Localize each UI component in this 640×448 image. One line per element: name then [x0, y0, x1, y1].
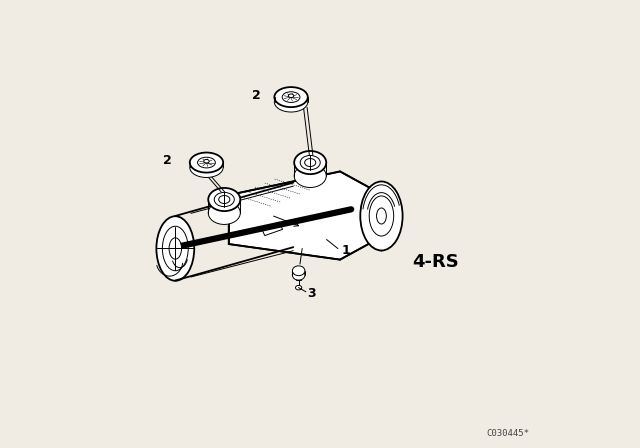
- Ellipse shape: [208, 188, 240, 211]
- Text: 2: 2: [252, 89, 261, 102]
- Text: 4-RS: 4-RS: [412, 253, 459, 271]
- Text: 2: 2: [163, 154, 172, 167]
- Ellipse shape: [156, 216, 194, 281]
- Ellipse shape: [294, 164, 326, 188]
- Ellipse shape: [163, 226, 188, 271]
- Ellipse shape: [208, 201, 240, 224]
- Ellipse shape: [169, 238, 182, 259]
- Ellipse shape: [376, 208, 387, 224]
- Ellipse shape: [204, 159, 209, 163]
- Text: 1: 1: [341, 244, 350, 257]
- Ellipse shape: [198, 157, 216, 168]
- Ellipse shape: [292, 266, 305, 276]
- Ellipse shape: [219, 195, 230, 203]
- Ellipse shape: [305, 159, 316, 167]
- Ellipse shape: [275, 92, 308, 112]
- Ellipse shape: [190, 157, 223, 177]
- Ellipse shape: [275, 87, 308, 107]
- Ellipse shape: [289, 94, 294, 98]
- Ellipse shape: [282, 92, 300, 103]
- Text: 3: 3: [308, 287, 316, 300]
- Ellipse shape: [294, 151, 326, 174]
- Ellipse shape: [292, 270, 305, 280]
- Ellipse shape: [360, 181, 403, 250]
- Text: C030445*: C030445*: [486, 429, 529, 438]
- Ellipse shape: [214, 192, 234, 207]
- Ellipse shape: [296, 285, 301, 290]
- Ellipse shape: [369, 196, 394, 236]
- Polygon shape: [228, 172, 372, 260]
- Ellipse shape: [300, 155, 320, 170]
- Ellipse shape: [190, 152, 223, 172]
